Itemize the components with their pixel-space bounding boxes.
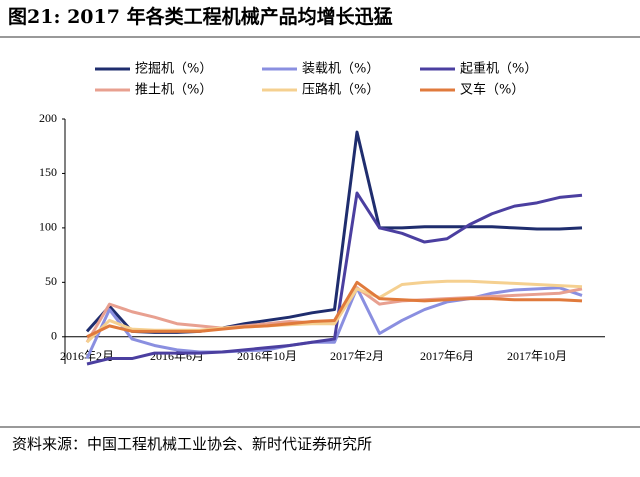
legend-label: 挖掘机（%） — [135, 62, 212, 77]
series-line — [86, 280, 583, 339]
x-tick-label: 2017年2月 — [330, 349, 384, 363]
x-tick-label: 2016年10月 — [237, 349, 297, 363]
legend-label: 起重机（%） — [460, 61, 537, 77]
y-tick-label: 0 — [51, 329, 57, 343]
y-tick-label: 100 — [39, 220, 57, 234]
legend-label: 压路机（%） — [302, 82, 379, 98]
chart-title: 图21: 2017 年各类工程机械产品均增长迅猛 — [8, 5, 393, 28]
series-line — [85, 286, 583, 360]
legend-label: 装载机（%） — [302, 62, 379, 77]
source: 资料来源：中国工程机械工业协会、新时代证券研究所 — [12, 435, 372, 453]
series-line — [86, 191, 583, 366]
legend-label: 叉车（%） — [460, 82, 524, 98]
y-tick-label: 200 — [39, 111, 57, 125]
y-tick-label: 50 — [45, 274, 57, 288]
y-tick-label: 150 — [39, 165, 57, 179]
series-line — [85, 130, 583, 334]
x-tick-label: 2017年10月 — [507, 349, 567, 363]
legend-label: 推土机（%） — [135, 83, 212, 98]
x-tick-label: 2017年6月 — [420, 349, 474, 363]
